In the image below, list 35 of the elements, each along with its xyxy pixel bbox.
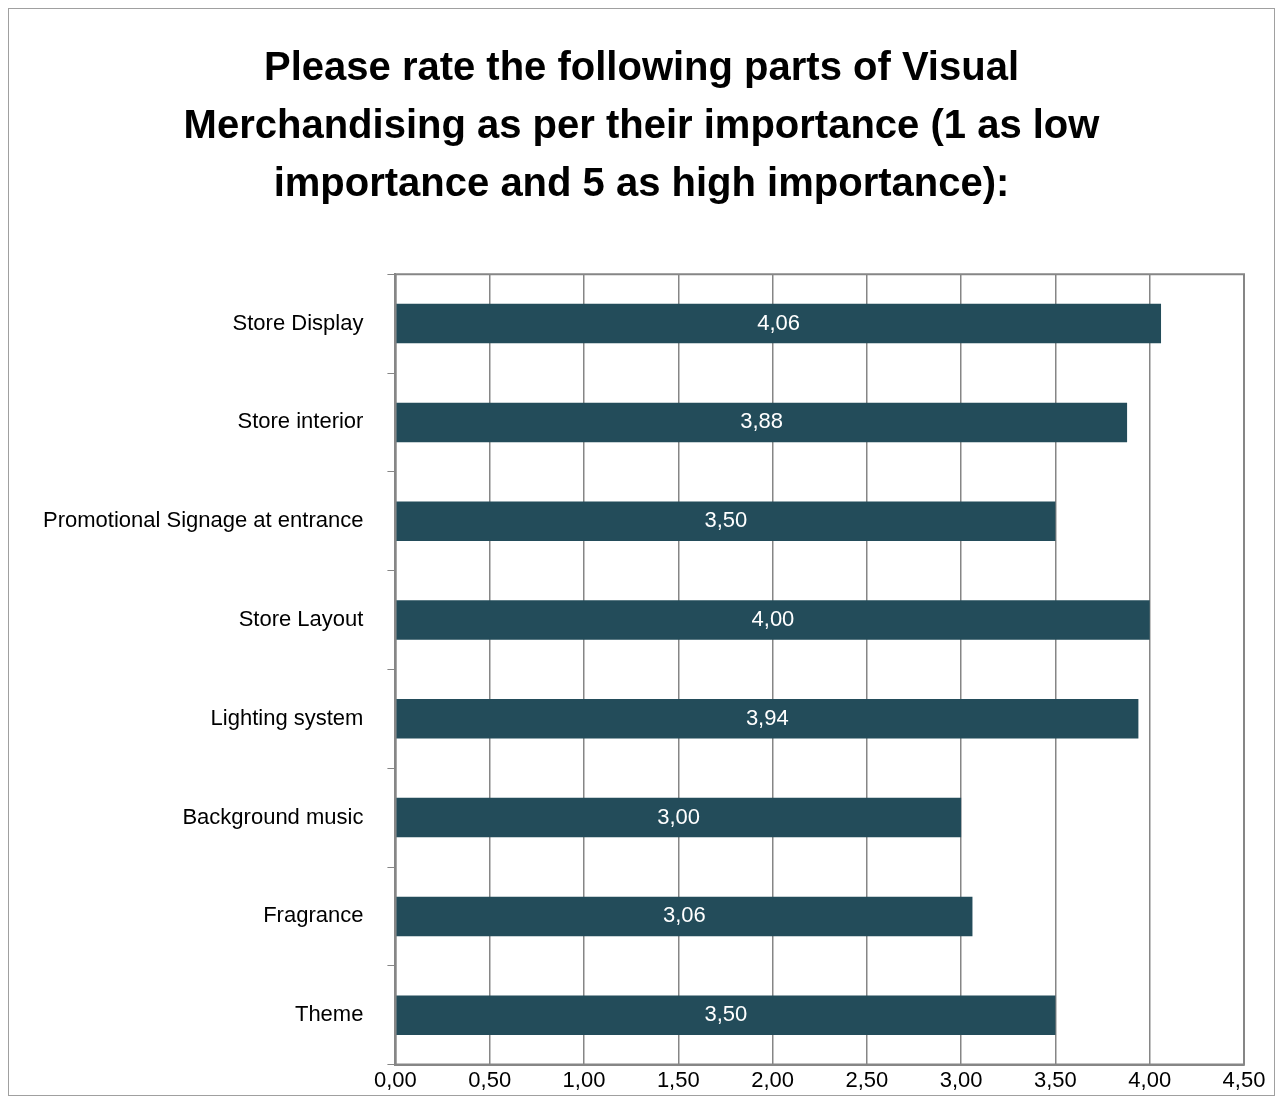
y-tick-label: Lighting system (210, 704, 364, 730)
x-tick-label: 4,50 (1222, 1066, 1266, 1092)
bar (396, 896, 973, 937)
data-label: 4,06 (757, 309, 801, 335)
bar (396, 303, 1162, 344)
x-tick-label: 4,00 (1128, 1066, 1172, 1092)
bar (396, 402, 1128, 443)
x-tick-label: 1,00 (562, 1066, 606, 1092)
x-tick-label: 0,00 (374, 1066, 417, 1092)
data-label: 3,50 (704, 1001, 748, 1027)
bar (396, 600, 1150, 640)
bar (396, 501, 1056, 541)
y-tick-label: Store Layout (238, 606, 364, 632)
x-tick-label: 3,00 (939, 1066, 983, 1092)
y-tick-label: Store Display (232, 309, 364, 335)
bar (396, 995, 1056, 1035)
y-tick-label: Theme (294, 1001, 364, 1027)
x-tick-label: 1,50 (656, 1066, 700, 1092)
y-tick-label: Background music (182, 803, 364, 829)
data-label: 3,06 (662, 902, 706, 928)
data-label: 3,50 (704, 507, 748, 533)
bar (396, 797, 962, 838)
y-tick-label: Store interior (237, 408, 364, 434)
y-tick-label: Fragrance (263, 902, 364, 928)
x-tick-label: 0,50 (468, 1066, 512, 1092)
data-label: 3,00 (657, 803, 701, 829)
x-tick-label: 2,50 (845, 1066, 889, 1092)
x-tick-label: 3,50 (1034, 1066, 1077, 1092)
data-label: 3,88 (740, 408, 784, 434)
y-tick-label: Promotional Signage at entrance (42, 507, 364, 533)
data-label: 4,00 (751, 606, 795, 632)
bar (396, 699, 1139, 739)
chart-title: Please rate the following parts of Visual Merchandising as per their importance (1 as low importance and 5 as high importance): (182, 43, 1101, 206)
data-label: 3,94 (745, 704, 789, 730)
x-tick-label: 2,00 (751, 1066, 794, 1092)
